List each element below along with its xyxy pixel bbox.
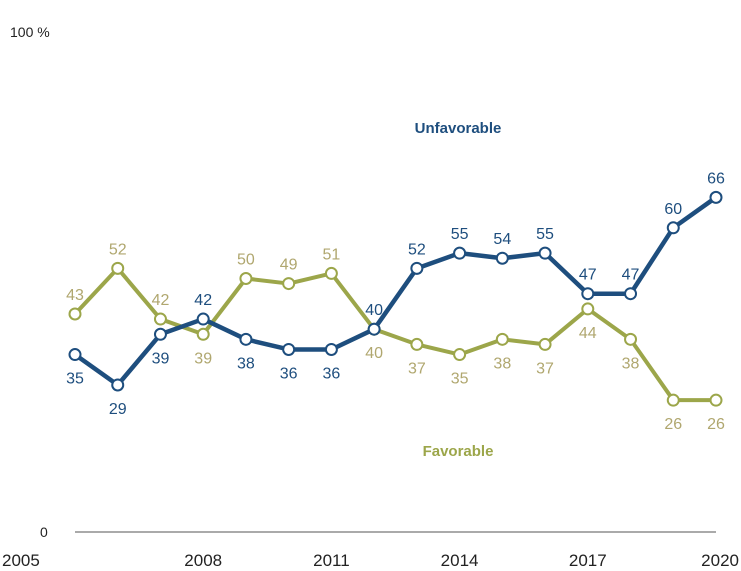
series-layer: 43 52 42 39 50 49 51 40 37 35 38 37 44 38 26 26 35 29 39 42…: [66, 120, 725, 460]
unfavorable-line: [72, 195, 719, 388]
unfavorable-point: [239, 332, 253, 346]
favorable-point: [581, 302, 595, 316]
unfavorable-data-label: 38: [237, 355, 255, 372]
favorable-data-label: 26: [664, 416, 682, 433]
unfavorable-point: [367, 322, 381, 336]
x-tick-label: 2017: [569, 551, 607, 570]
unfavorable-point: [581, 287, 595, 301]
favorable-data-label: 37: [536, 360, 554, 377]
unfavorable-data-label: 66: [707, 170, 725, 187]
favorable-line: [73, 266, 718, 403]
unfavorable-point: [624, 287, 638, 301]
unfavorable-data-label: 35: [66, 371, 84, 388]
favorable-point: [709, 393, 723, 407]
unfavorable-point: [282, 342, 296, 356]
favorable-data-label: 38: [622, 355, 640, 372]
unfavorable-data-label: 29: [109, 401, 127, 418]
unfavorable-data-label: 39: [152, 350, 170, 367]
x-axis-tick-labels: 2005 2008 2011 2014 2017 2020: [2, 551, 739, 570]
x-tick-label: 2014: [441, 551, 479, 570]
favorable-point: [282, 277, 296, 291]
favorable-data-label: 52: [109, 241, 127, 258]
x-tick-label: 2005: [2, 551, 40, 570]
unfavorable-data-label: 52: [408, 241, 426, 258]
favorable-point: [410, 337, 424, 351]
unfavorable-data-label: 42: [194, 292, 212, 309]
favorable-data-label: 40: [365, 345, 383, 362]
unfavorable-point: [324, 342, 338, 356]
unfavorable-data-label: 47: [622, 267, 640, 284]
unfavorable-point: [68, 348, 82, 362]
favorable-point: [153, 312, 167, 326]
unfavorable-data-label: 60: [664, 201, 682, 218]
favorable-data-label: 50: [237, 252, 255, 269]
series-name-favorable: Favorable: [423, 443, 494, 460]
unfavorable-data-label: 40: [365, 302, 383, 319]
unfavorable-point: [666, 221, 680, 235]
unfavorable-data-label: 55: [451, 226, 469, 243]
unfavorable-data-label: 36: [323, 365, 341, 382]
unfavorable-data-label: 55: [536, 226, 554, 243]
unfavorable-data-label: 36: [280, 365, 298, 382]
favorable-data-label: 38: [493, 355, 511, 372]
favorable-data-label: 35: [451, 371, 469, 388]
favorable-point: [324, 266, 338, 280]
y-axis-max-label: 100 %: [10, 24, 50, 40]
axis-group: 100 % 0: [10, 24, 716, 540]
unfavorable-data-label: 54: [493, 231, 511, 248]
favorable-point: [495, 332, 509, 346]
favorable-point: [666, 393, 680, 407]
x-tick-label: 2008: [184, 551, 222, 570]
favorable-point: [624, 332, 638, 346]
favorable-data-label: 43: [66, 287, 84, 304]
y-axis-min-label: 0: [40, 524, 48, 540]
series-name-unfavorable: Unfavorable: [415, 120, 502, 137]
favorable-point: [538, 337, 552, 351]
unfavorable-point: [709, 190, 723, 204]
x-tick-label: 2020: [701, 551, 739, 570]
unfavorable-data-label: 47: [579, 267, 597, 284]
x-tick-label: 2011: [313, 551, 350, 570]
unfavorable-point: [196, 312, 210, 326]
favorable-point: [196, 327, 210, 341]
favorable-point: [111, 261, 125, 275]
unfavorable-point: [453, 246, 467, 260]
unfavorable-point: [495, 251, 509, 265]
unfavorable-point: [111, 378, 125, 392]
favorable-data-label: 44: [579, 325, 597, 342]
favorable-point: [68, 307, 82, 321]
favorable-data-label: 49: [280, 257, 298, 274]
favorable-data-label: 51: [323, 246, 341, 263]
unfavorable-point: [153, 327, 167, 341]
unfavorable-point: [538, 246, 552, 260]
favorable-data-label: 39: [194, 350, 212, 367]
favorable-data-label: 37: [408, 360, 426, 377]
favorable-point: [239, 272, 253, 285]
series-unfavorable: 35 29 39 42 38 36 36 40 52 55 54 55 47 47 60 66: [66, 170, 725, 418]
favorable-point: [453, 348, 467, 362]
favorable-data-label: 42: [152, 292, 170, 309]
favorable-data-label: 26: [707, 416, 725, 433]
unfavorable-point: [410, 261, 424, 275]
